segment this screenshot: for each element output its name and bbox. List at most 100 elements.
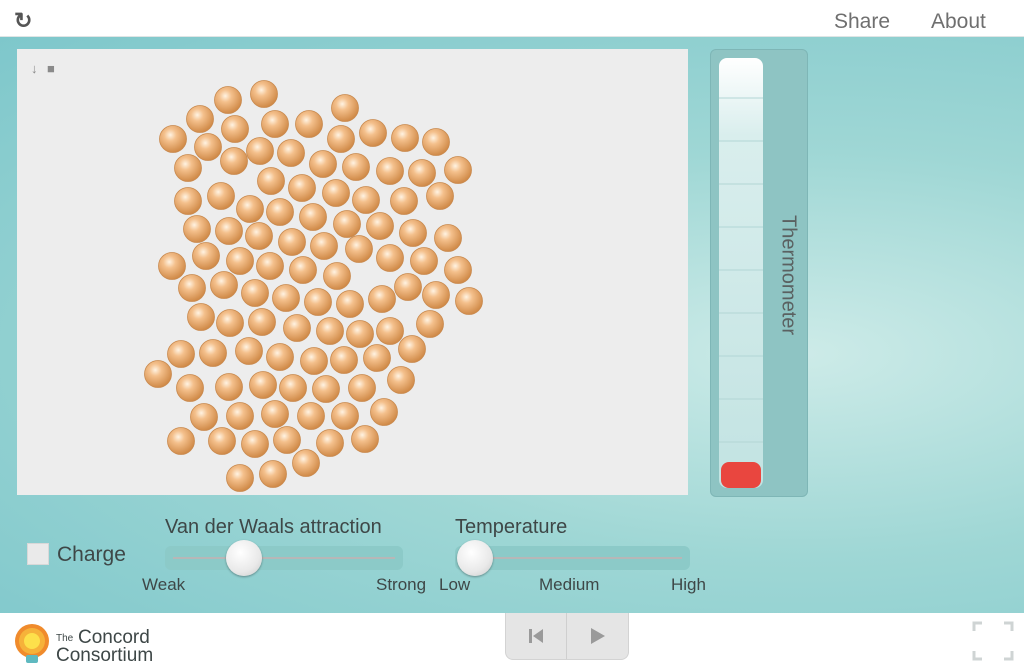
particle[interactable] xyxy=(215,217,243,245)
particle[interactable] xyxy=(167,427,195,455)
lock-icon[interactable]: ■ xyxy=(47,61,55,76)
temperature-slider-track[interactable] xyxy=(455,546,690,570)
reload-icon[interactable]: ↻ xyxy=(14,8,33,33)
particle[interactable] xyxy=(272,284,300,312)
particle[interactable] xyxy=(279,374,307,402)
particle[interactable] xyxy=(167,340,195,368)
about-link[interactable]: About xyxy=(931,10,986,33)
particle[interactable] xyxy=(226,247,254,275)
particle[interactable] xyxy=(352,186,380,214)
particle[interactable] xyxy=(368,285,396,313)
particle[interactable] xyxy=(183,215,211,243)
particle[interactable] xyxy=(370,398,398,426)
particle[interactable] xyxy=(322,179,350,207)
particle[interactable] xyxy=(215,373,243,401)
particle[interactable] xyxy=(283,314,311,342)
particle[interactable] xyxy=(199,339,227,367)
particle[interactable] xyxy=(434,224,462,252)
vdw-slider-track[interactable] xyxy=(165,546,403,570)
thermometer-tool-icon[interactable]: ↓ xyxy=(31,61,38,76)
particle[interactable] xyxy=(363,344,391,372)
particle[interactable] xyxy=(190,403,218,431)
particle[interactable] xyxy=(310,232,338,260)
particle[interactable] xyxy=(391,124,419,152)
particle[interactable] xyxy=(300,347,328,375)
particle[interactable] xyxy=(297,402,325,430)
particle[interactable] xyxy=(330,346,358,374)
particle[interactable] xyxy=(245,222,273,250)
vdw-slider-thumb[interactable] xyxy=(225,540,262,576)
fullscreen-icon[interactable] xyxy=(972,621,1014,661)
particle[interactable] xyxy=(186,105,214,133)
particle[interactable] xyxy=(249,371,277,399)
particle[interactable] xyxy=(250,80,278,108)
concord-consortium-logo[interactable]: The Concord Consortium xyxy=(12,621,162,666)
particle[interactable] xyxy=(390,187,418,215)
particle[interactable] xyxy=(342,153,370,181)
particle[interactable] xyxy=(444,256,472,284)
particle[interactable] xyxy=(295,110,323,138)
particle[interactable] xyxy=(261,110,289,138)
particle[interactable] xyxy=(408,159,436,187)
particle[interactable] xyxy=(366,212,394,240)
particle[interactable] xyxy=(316,317,344,345)
particle[interactable] xyxy=(292,449,320,477)
particle[interactable] xyxy=(331,402,359,430)
particle[interactable] xyxy=(422,281,450,309)
particle[interactable] xyxy=(273,426,301,454)
particle[interactable] xyxy=(216,309,244,337)
particle[interactable] xyxy=(241,430,269,458)
particle[interactable] xyxy=(312,375,340,403)
particle[interactable] xyxy=(174,154,202,182)
particle[interactable] xyxy=(336,290,364,318)
particle[interactable] xyxy=(444,156,472,184)
particle[interactable] xyxy=(226,402,254,430)
temperature-slider-thumb[interactable] xyxy=(457,540,493,576)
particle[interactable] xyxy=(194,133,222,161)
particle[interactable] xyxy=(220,147,248,175)
particle[interactable] xyxy=(278,228,306,256)
particle[interactable] xyxy=(259,460,287,488)
particle[interactable] xyxy=(346,320,374,348)
particle[interactable] xyxy=(246,137,274,165)
particle[interactable] xyxy=(256,252,284,280)
particle[interactable] xyxy=(359,119,387,147)
particle[interactable] xyxy=(376,317,404,345)
particle[interactable] xyxy=(159,125,187,153)
particle[interactable] xyxy=(316,429,344,457)
particle[interactable] xyxy=(174,187,202,215)
particle[interactable] xyxy=(266,198,294,226)
particle[interactable] xyxy=(309,150,337,178)
particle[interactable] xyxy=(235,337,263,365)
particle[interactable] xyxy=(236,195,264,223)
particle[interactable] xyxy=(288,174,316,202)
charge-checkbox[interactable] xyxy=(27,543,49,565)
particle[interactable] xyxy=(187,303,215,331)
particle[interactable] xyxy=(221,115,249,143)
particle[interactable] xyxy=(376,157,404,185)
particle[interactable] xyxy=(323,262,351,290)
particle[interactable] xyxy=(345,235,373,263)
molecule-canvas[interactable]: ↓ ■ xyxy=(17,49,688,495)
particle[interactable] xyxy=(266,343,294,371)
particle[interactable] xyxy=(410,247,438,275)
particle[interactable] xyxy=(257,167,285,195)
particle[interactable] xyxy=(331,94,359,122)
particle[interactable] xyxy=(398,335,426,363)
particle[interactable] xyxy=(455,287,483,315)
particle[interactable] xyxy=(226,464,254,492)
particle[interactable] xyxy=(299,203,327,231)
particle[interactable] xyxy=(210,271,238,299)
particle[interactable] xyxy=(376,244,404,272)
particle[interactable] xyxy=(394,273,422,301)
particle[interactable] xyxy=(208,427,236,455)
particle[interactable] xyxy=(387,366,415,394)
particle[interactable] xyxy=(277,139,305,167)
particle[interactable] xyxy=(144,360,172,388)
particle[interactable] xyxy=(327,125,355,153)
share-link[interactable]: Share xyxy=(834,10,891,33)
particle[interactable] xyxy=(192,242,220,270)
particle[interactable] xyxy=(333,210,361,238)
particle[interactable] xyxy=(351,425,379,453)
particle[interactable] xyxy=(399,219,427,247)
